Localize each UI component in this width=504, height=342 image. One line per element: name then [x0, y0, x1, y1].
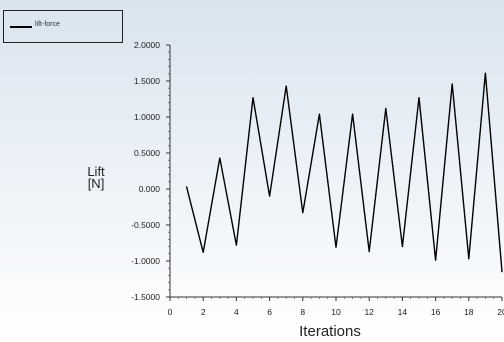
- x-axis-label: Iterations: [299, 323, 361, 340]
- data-point: [335, 246, 337, 248]
- y-tick-label: 2.0000: [134, 40, 160, 50]
- x-tick-label: 8: [300, 307, 305, 317]
- y-axis-label-line1: Lift: [87, 164, 105, 179]
- y-tick-label: 0.5000: [134, 148, 160, 158]
- y-tick-label: -1.0000: [131, 256, 160, 266]
- x-tick-label: 18: [464, 307, 474, 317]
- y-tick-label: 1.5000: [134, 76, 160, 86]
- data-point: [468, 258, 470, 260]
- x-tick-label: 6: [267, 307, 272, 317]
- legend-label-lift-force: lift-force: [35, 21, 60, 28]
- data-point: [368, 251, 370, 253]
- data-point: [318, 113, 320, 115]
- x-tick-label: 14: [398, 307, 408, 317]
- data-point: [484, 72, 486, 74]
- data-point: [501, 271, 503, 273]
- series-line-lift-force: [185, 73, 503, 272]
- y-tick-label: -0.5000: [131, 220, 160, 230]
- data-point: [186, 186, 188, 188]
- data-point: [352, 113, 354, 115]
- data-point: [252, 96, 254, 99]
- data-point: [435, 259, 437, 261]
- x-tick-label: 20: [497, 307, 504, 317]
- data-point: [451, 83, 453, 85]
- data-point: [219, 157, 221, 159]
- x-tick-label: 10: [331, 307, 341, 317]
- data-point: [285, 85, 287, 87]
- y-axis-label-line2: [N]: [87, 176, 105, 191]
- x-tick-label: 0: [168, 307, 173, 317]
- y-axis-label: Lift [N]: [78, 164, 114, 191]
- data-point: [235, 244, 237, 246]
- x-tick-label: 2: [201, 307, 206, 317]
- legend: lift-force: [3, 10, 123, 43]
- data-point: [269, 195, 271, 197]
- x-tick-label: 4: [234, 307, 239, 317]
- data-point: [385, 107, 387, 109]
- data-point: [302, 212, 304, 214]
- y-tick-label: -1.5000: [131, 292, 160, 302]
- y-tick-label: 0.000: [139, 184, 161, 194]
- data-point: [418, 96, 420, 99]
- y-tick-label: 1.0000: [134, 112, 160, 122]
- data-point: [202, 251, 204, 253]
- legend-swatch-lift-force: [10, 26, 32, 28]
- data-point: [401, 246, 403, 248]
- x-tick-label: 12: [364, 307, 374, 317]
- x-tick-label: 16: [431, 307, 441, 317]
